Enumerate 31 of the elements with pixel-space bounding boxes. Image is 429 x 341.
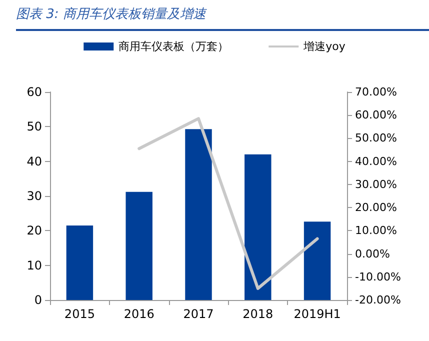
x-tick-label: 2017 <box>183 307 214 321</box>
y2-tick-label: 60.00% <box>355 108 397 122</box>
legend-label: 商用车仪表板（万套） <box>118 40 229 53</box>
line-series <box>138 117 319 290</box>
y-tick-label: 50 <box>26 120 42 134</box>
x-tick-label: 2015 <box>64 307 95 321</box>
y2-tick-label: 50.00% <box>355 132 397 145</box>
y2-tick-label: 40.00% <box>355 154 397 168</box>
y2-tick-label: 20.00% <box>355 201 397 214</box>
x-tick-label: 2016 <box>124 307 154 321</box>
y-tick-label: 40 <box>26 154 42 168</box>
y2-tick-label: 70.00% <box>355 86 397 98</box>
bar <box>244 154 272 300</box>
y2-tick-label: 10.00% <box>355 224 397 238</box>
y2-tick-label: 0.00% <box>355 247 390 260</box>
legend-label: 增速yoy <box>302 40 346 53</box>
y-tick-label: 60 <box>26 85 42 99</box>
bar <box>66 225 94 300</box>
y-tick-label: 10 <box>26 258 42 272</box>
chart-title: 图表 3: 商用车仪表板销量及增速 <box>16 5 429 31</box>
bar <box>126 192 152 300</box>
x-tick-label: 2018 <box>242 307 274 321</box>
y-tick-label: 20 <box>26 224 42 238</box>
y-tick-label: 0 <box>34 293 42 307</box>
x-tick-label: 2019H1 <box>294 307 341 321</box>
bar <box>185 129 212 300</box>
y2-tick-label: -10.00% <box>355 270 401 284</box>
bar <box>304 222 331 300</box>
y2-tick-label: -20.00% <box>355 294 401 306</box>
y2-tick-label: 30.00% <box>355 178 397 191</box>
y-tick-label: 30 <box>26 189 42 203</box>
